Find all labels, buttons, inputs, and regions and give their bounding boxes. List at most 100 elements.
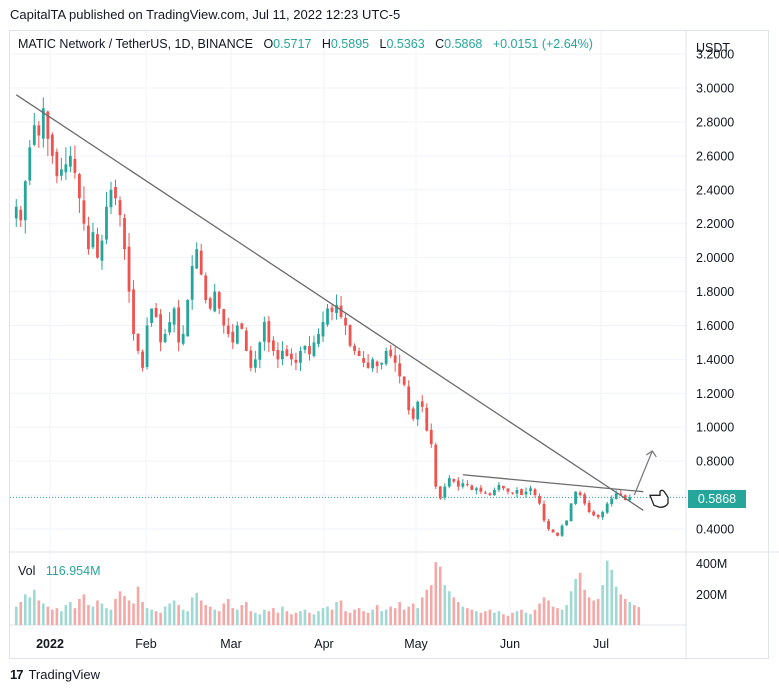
candle-body <box>452 479 456 482</box>
volume-bar <box>452 597 456 625</box>
candle-body <box>569 503 573 522</box>
candle-body <box>425 407 429 431</box>
candle-body <box>601 512 605 518</box>
candle-body <box>335 305 338 314</box>
candle-body <box>114 187 117 199</box>
volume-bar <box>502 614 505 625</box>
price-axis-tick: 1.4000 <box>696 353 734 367</box>
price-axis-tick: 2.8000 <box>696 115 734 129</box>
volume-bar <box>538 603 541 625</box>
volume-bar <box>145 608 149 625</box>
time-axis-tick: Apr <box>314 637 333 651</box>
candle-body <box>109 189 113 208</box>
volume-bar <box>506 615 510 625</box>
candle-body <box>267 321 271 343</box>
candle-body <box>199 250 203 275</box>
candle-body <box>222 308 226 326</box>
volume-bar <box>560 609 564 625</box>
candle-body <box>150 308 153 323</box>
projection-arrow-head <box>645 450 657 458</box>
candle-body <box>46 111 50 139</box>
volume-bar <box>457 602 460 625</box>
price-axis-tick: 0.4000 <box>696 523 734 537</box>
volume-bar <box>384 609 388 625</box>
volume-bar <box>73 608 77 625</box>
volume-bar <box>448 591 451 625</box>
volume-bar <box>217 611 221 625</box>
volume-bar <box>614 586 618 625</box>
volume-bar <box>592 600 595 625</box>
volume-bar <box>628 602 632 625</box>
candle-body <box>285 349 289 356</box>
price-axis-tick: 3.0000 <box>696 82 734 96</box>
candle-body <box>244 330 248 351</box>
volume-bar <box>150 609 153 625</box>
candle-body <box>357 350 361 356</box>
volume-bar <box>493 612 496 625</box>
volume-bar <box>118 591 122 625</box>
candle-body <box>253 359 257 368</box>
volume-bar <box>308 612 311 625</box>
close-label: C <box>435 37 445 51</box>
volume-bar <box>249 611 253 625</box>
candle-body <box>447 478 451 487</box>
candle-body <box>145 325 149 368</box>
candle-body <box>195 249 199 269</box>
trendline <box>462 474 644 493</box>
open-value: 0.5717 <box>273 37 312 51</box>
candle-body <box>68 155 72 167</box>
volume-bar <box>515 611 519 625</box>
volume-bar <box>321 608 325 625</box>
volume-bar <box>357 608 361 625</box>
tradingview-logo-icon: 17 <box>10 666 24 682</box>
volume-bar <box>177 605 180 625</box>
footer: 17 TradingView <box>10 664 100 684</box>
candle-body <box>592 511 596 516</box>
candle-body <box>118 200 122 216</box>
candle-body <box>506 488 510 492</box>
candle-body <box>91 232 95 248</box>
candle-body <box>362 358 365 363</box>
candle-body <box>208 298 212 309</box>
volume-bar <box>529 614 532 625</box>
volume-bar <box>362 611 365 625</box>
candle-body <box>497 484 501 490</box>
volume-bar <box>574 579 577 625</box>
volume-bar <box>466 608 469 625</box>
candle-body <box>366 362 370 368</box>
volume-bar <box>317 611 320 625</box>
candle-body <box>217 292 221 309</box>
candle-body <box>614 493 618 500</box>
volume-bar <box>402 609 406 625</box>
volume-bar <box>375 605 379 625</box>
volume-bar <box>55 608 59 625</box>
candle-body <box>502 485 505 489</box>
volume-bar <box>416 608 420 625</box>
volume-bar <box>19 602 23 625</box>
volume-bar <box>132 603 135 625</box>
candle-body <box>556 532 559 536</box>
high-value: 0.5895 <box>330 37 370 51</box>
volume-bar <box>204 605 208 625</box>
volume-bar <box>42 603 45 625</box>
price-axis-tick: 0.8000 <box>696 455 734 469</box>
volume-bar <box>163 606 167 625</box>
candle-body <box>136 333 140 351</box>
chart-area[interactable]: USDT 3.2000 3.0000 2.8000 2.6000 2.4000 2.2000… <box>0 30 779 660</box>
volume-bar <box>623 598 627 625</box>
volume-bar <box>353 609 356 625</box>
volume-bar <box>565 605 568 625</box>
candle-body <box>172 308 176 325</box>
volume-bar <box>547 600 550 625</box>
candle-body <box>344 317 347 326</box>
candle-body <box>515 489 519 494</box>
publish-info: CapitalTA published on TradingView.com, … <box>10 7 401 22</box>
candle-body <box>393 355 397 363</box>
candle-body <box>565 520 568 525</box>
volume-bar <box>276 612 280 625</box>
volume-bar <box>443 585 447 625</box>
candle-body <box>78 174 81 199</box>
volume-bar <box>470 609 474 625</box>
volume-bar <box>294 612 298 625</box>
